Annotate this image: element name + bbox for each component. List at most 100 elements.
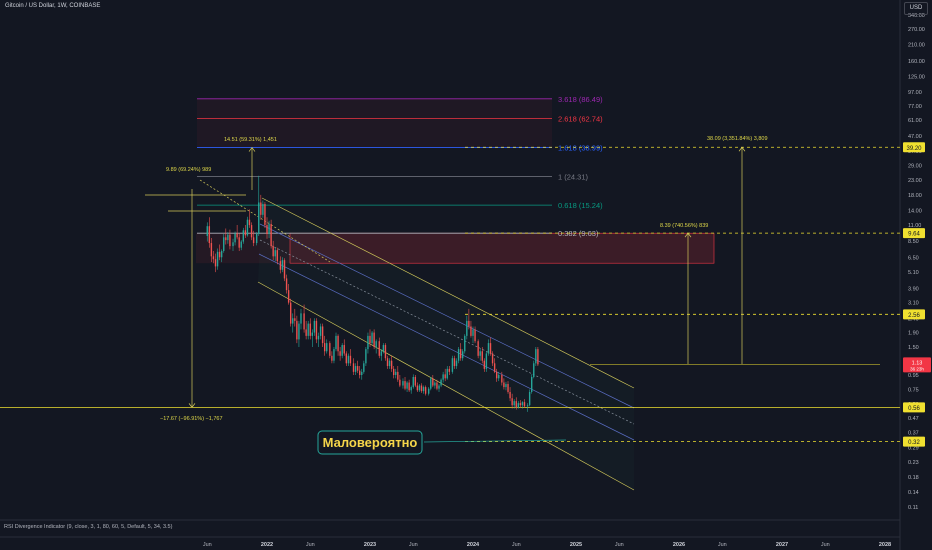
candle-body: [335, 335, 337, 350]
candle-body: [232, 242, 234, 247]
candle-body: [218, 251, 221, 258]
x-tick-label: Jun: [821, 542, 830, 548]
candle-body: [472, 329, 474, 336]
candle-body: [206, 226, 208, 236]
x-tick-label: Jun: [512, 542, 521, 548]
current-price-label: 1.13: [912, 360, 923, 366]
candle-body: [223, 237, 225, 252]
candle-body: [298, 323, 300, 340]
price-label-box: [903, 436, 925, 447]
measure-label: 9.89 (69.24%) 989: [166, 167, 211, 173]
candle-body: [309, 323, 311, 336]
callout-text: Маловероятно: [323, 435, 418, 450]
candle-body: [513, 401, 515, 406]
candle-body: [498, 375, 500, 379]
candle-body: [343, 345, 345, 354]
y-tick-label: 210.00: [908, 42, 925, 48]
price-label: 2.56: [908, 313, 920, 319]
candle-body: [307, 323, 309, 336]
price-label: 0.32: [908, 440, 920, 446]
candle-body: [210, 243, 213, 257]
candle-body: [507, 384, 509, 392]
candle-body: [448, 368, 451, 372]
y-tick-label: 5.10: [908, 270, 919, 276]
candle-body: [485, 353, 488, 369]
measure-label: 38.09 (3,351.84%) 3,809: [707, 136, 768, 142]
y-tick-label: 0.95: [908, 373, 919, 379]
channel-upper-line: [261, 197, 635, 389]
measure-arrow-top-head: [248, 147, 256, 152]
candle-body: [333, 349, 335, 361]
candle-body: [361, 371, 363, 376]
candle-body: [266, 225, 268, 235]
candle-body: [262, 204, 264, 215]
candle-body: [523, 402, 526, 407]
measure-label: 8.39 (740.56%) 839: [660, 223, 708, 229]
candle-body: [345, 353, 348, 364]
candle-body: [240, 241, 242, 248]
candle-body: [517, 403, 520, 408]
candle-body: [375, 341, 377, 348]
candle-body: [455, 360, 458, 367]
y-tick-label: 61.00: [908, 118, 922, 124]
candle-body: [519, 403, 522, 406]
x-tick-label: 2026: [673, 542, 685, 548]
candle-body: [229, 234, 231, 247]
candle-body: [378, 341, 380, 356]
measure-label: −17.67 (−96.91%) −1,767: [160, 416, 223, 422]
y-tick-label: 3.10: [908, 301, 919, 307]
candle-body: [533, 363, 535, 377]
candle-body: [422, 387, 425, 392]
y-tick-label: 47.00: [908, 134, 922, 140]
candle-body: [481, 351, 483, 361]
y-tick-label: 1.90: [908, 331, 919, 337]
candle-body: [483, 360, 486, 369]
candle-body: [303, 313, 305, 330]
x-tick-label: Jun: [203, 542, 212, 548]
indicator-label[interactable]: RSI Divergence Indicator (9, close, 3, 1…: [4, 524, 173, 530]
candle-body: [315, 320, 318, 340]
price-label-box: [903, 142, 925, 153]
candle-body: [474, 329, 476, 342]
candle-body: [495, 371, 498, 379]
candle-body: [509, 391, 511, 399]
callout-pointer: [423, 439, 567, 443]
candle-body: [264, 204, 266, 226]
candle-body: [402, 381, 404, 386]
candle-body: [214, 259, 217, 267]
price-label: 9.64: [908, 232, 920, 238]
x-tick-label: 2022: [261, 542, 273, 548]
candle-body: [250, 225, 253, 238]
candle-body: [418, 385, 421, 391]
candle-body: [305, 329, 307, 336]
candle-body: [386, 358, 389, 367]
candle-body: [466, 320, 468, 336]
candle-body: [459, 349, 462, 359]
candle-body: [236, 233, 238, 238]
y-tick-label: 11.00: [908, 223, 921, 229]
candle-body: [352, 363, 355, 372]
candle-body: [470, 326, 472, 336]
candle-body: [535, 349, 537, 364]
candle-body: [238, 237, 240, 248]
candle-body: [294, 318, 296, 321]
x-tick-label: 2027: [776, 542, 788, 548]
y-tick-label: 0.18: [908, 475, 919, 481]
measure-arrow-drop-head: [188, 403, 196, 408]
candle-body: [390, 360, 393, 369]
y-tick-label: 270.00: [908, 27, 925, 33]
y-tick-label: 97.00: [908, 90, 922, 96]
current-price-box: [903, 357, 931, 373]
channel-fill: [258, 198, 634, 490]
candle-body: [252, 237, 255, 244]
candle-body: [453, 358, 456, 367]
candle-body: [464, 335, 466, 352]
y-tick-label: 340.00: [908, 13, 925, 19]
candle-body: [276, 250, 278, 262]
candle-body: [274, 250, 276, 257]
candle-body: [220, 251, 223, 258]
candle-body: [248, 219, 251, 226]
channel-lower-line: [257, 281, 635, 491]
currency-button[interactable]: USD: [904, 2, 928, 15]
